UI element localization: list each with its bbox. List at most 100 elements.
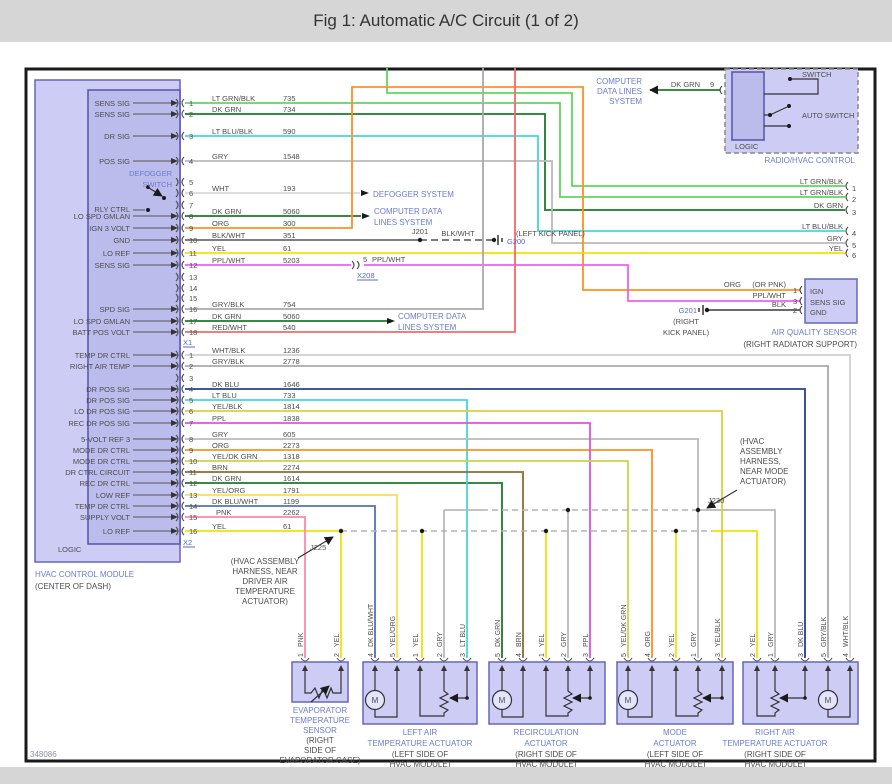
svg-text:ACTUATOR): ACTUATOR) [740, 477, 786, 486]
wire-color: PNK [216, 508, 231, 517]
motor-symbol: M [625, 696, 632, 705]
svg-text:TEMPERATURE ACTUATOR: TEMPERATURE ACTUATOR [368, 739, 473, 748]
x208-pin-num: 5 [363, 255, 367, 264]
g201-location: (RIGHT [673, 317, 699, 326]
pin-num: 1 [768, 653, 775, 657]
circuit-num: 540 [283, 323, 296, 332]
pin-num: 10 [189, 236, 197, 245]
svg-text:ACTUATOR): ACTUATOR) [242, 597, 288, 606]
wire-color: ORG [212, 219, 229, 228]
circuit-num: 1199 [283, 497, 299, 506]
svg-text:TEMPERATURE: TEMPERATURE [290, 716, 350, 725]
aqs-wire: PPL/WHT [753, 291, 787, 300]
wire-color: RED/WHT [212, 323, 247, 332]
circuit-num: 1791 [283, 486, 300, 495]
aqs-wire: ORG [724, 280, 741, 289]
svg-text:(LEFT SIDE OF: (LEFT SIDE OF [392, 750, 448, 759]
svg-text:(RIGHT: (RIGHT [306, 736, 334, 745]
pin-num: 8 [189, 435, 193, 444]
x2-connector-link[interactable]: X2 [183, 538, 192, 547]
pin-num: 9 [189, 446, 193, 455]
pin-num: 2 [189, 110, 193, 119]
wire-label: DK GRN [495, 620, 502, 647]
wire-color: YEL/ORG [212, 486, 246, 495]
x208-inline-brackets [351, 260, 360, 270]
svg-text:HVAC MODULE): HVAC MODULE) [516, 760, 577, 769]
pin-fn: SENS SIG [95, 99, 131, 108]
x2-connector-brackets [175, 350, 185, 536]
edge-num: 3 [852, 208, 856, 217]
svg-text:SIDE OF: SIDE OF [304, 746, 336, 755]
wire-color: DK GRN [212, 207, 241, 216]
pin-num: 8 [189, 212, 193, 221]
radio-name: RADIO/HVAC CONTROL [764, 156, 855, 165]
edge-wire: LT BLU/BLK [802, 222, 843, 231]
wire-dk-grn [185, 113, 845, 658]
wire-color: YEL [212, 244, 226, 253]
cdl-label: LINES SYSTEM [398, 323, 457, 332]
radio-auto-switch-label: AUTO SWITCH [802, 111, 854, 120]
pin-fn: LO DR POS SIG [74, 407, 130, 416]
right-edge-pins: LT GRN/BLK 1 LT GRN/BLK 2 DK GRN 3 LT BLU/B… [800, 177, 856, 260]
aqs-wire-alt: (OR PNK) [752, 280, 786, 289]
splice-bus-dashed [341, 509, 712, 532]
pin-num: 2 [669, 653, 676, 657]
pin-fn: LOW REF [96, 491, 131, 500]
module-name: HVAC CONTROL MODULE [35, 570, 134, 579]
pin-num: 1 [539, 653, 546, 657]
junction-dots [146, 77, 807, 700]
svg-text:(HVAC ASSEMBLY: (HVAC ASSEMBLY [231, 557, 300, 566]
circuit-num: 754 [283, 300, 296, 309]
pin-num: 1 [189, 99, 193, 108]
svg-text:(RIGHT SIDE OF: (RIGHT SIDE OF [515, 750, 577, 759]
circuit-num: 2273 [283, 441, 300, 450]
circuit-num: 2262 [283, 508, 300, 517]
radio-dest-label: COMPUTER [596, 77, 642, 86]
circuit-num: 733 [283, 391, 296, 400]
wire-yel-blk [185, 410, 723, 658]
pin-num: 2 [189, 362, 193, 371]
radio-pin-num: 9 [710, 80, 714, 89]
x1-pin-rows: SENS SIG 1LT GRN/BLK 735 SENS SIG 2DK GRN 73… [72, 94, 299, 337]
pin-num: 5 [495, 653, 502, 657]
x1-connector-brackets [175, 98, 185, 337]
pin-num: 3 [798, 653, 805, 657]
x208-link[interactable]: X208 [357, 271, 375, 280]
aqs-pin-label: GND [810, 308, 827, 317]
g201-link[interactable]: G201 [679, 306, 697, 315]
pin-fn: LO SPD GMLAN [74, 317, 130, 326]
svg-text:HARNESS,: HARNESS, [740, 457, 781, 466]
pin-num: 4 [843, 653, 850, 657]
edge-num: 5 [852, 241, 856, 250]
g200-link[interactable]: G200 [507, 237, 525, 246]
pin-num: 1 [413, 653, 420, 657]
x1-connector-link[interactable]: X1 [183, 338, 192, 347]
radio-dest-label: DATA LINES [597, 87, 642, 96]
pin-num: 7 [189, 419, 193, 428]
wire-color: ORG [212, 441, 229, 450]
svg-text:NEAR MODE: NEAR MODE [740, 467, 788, 476]
circuit-num: 351 [283, 231, 296, 240]
g200-location: (LEFT KICK PANEL) [516, 229, 585, 238]
wire-label: PNK [298, 632, 305, 647]
pin-num: 11 [189, 249, 197, 258]
pin-fn: LO REF [103, 249, 131, 258]
actuator-pin-brackets [300, 657, 855, 662]
pin-num: 16 [189, 305, 197, 314]
right-edge-brackets [845, 181, 849, 258]
circuit-num: 605 [283, 430, 296, 439]
radio-logic-label: LOGIC [735, 142, 759, 151]
svg-text:ASSEMBLY: ASSEMBLY [740, 447, 783, 456]
wire-color: DK BLU [212, 380, 239, 389]
j201-label: J201 [412, 227, 428, 236]
aqs-radio-brackets [719, 85, 803, 315]
aqs-location: (RIGHT RADIATOR SUPPORT) [743, 340, 857, 349]
pin-num: 2 [561, 653, 568, 657]
pin-fn: DR CTRL CIRCUIT [65, 468, 130, 477]
pin-num: 3 [189, 132, 193, 141]
svg-text:(HVAC: (HVAC [740, 437, 765, 446]
wire-color: LT BLU [212, 391, 237, 400]
aqs-pin-num: 1 [793, 286, 797, 295]
circuit-num: 1236 [283, 346, 300, 355]
